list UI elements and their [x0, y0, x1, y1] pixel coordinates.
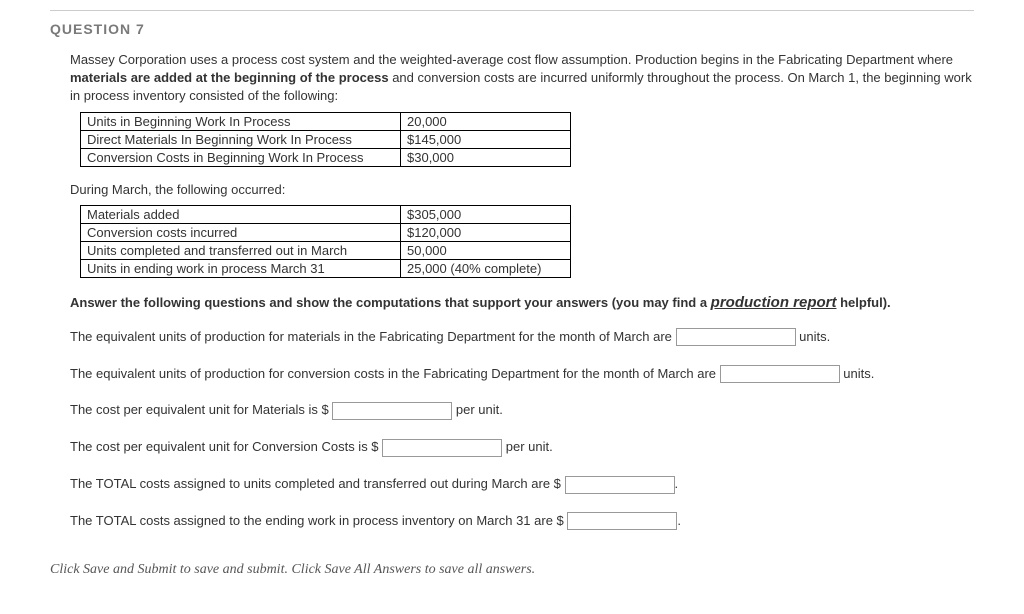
question-line-6: The TOTAL costs assigned to the ending w… [70, 511, 974, 532]
cell-value: 50,000 [401, 241, 571, 259]
intro-text-bold: materials are added at the beginning of … [70, 70, 389, 85]
intro-paragraph: Massey Corporation uses a process cost s… [70, 51, 974, 106]
question-line-1: The equivalent units of production for m… [70, 327, 974, 348]
table-row: Direct Materials In Beginning Work In Pr… [81, 130, 571, 148]
march-activity-table: Materials added $305,000 Conversion cost… [80, 205, 571, 278]
line-suffix: units. [796, 329, 831, 344]
question-title: QUESTION 7 [50, 21, 974, 37]
cell-label: Units in Beginning Work In Process [81, 112, 401, 130]
cell-value: $120,000 [401, 223, 571, 241]
table-row: Units in ending work in process March 31… [81, 259, 571, 277]
line-suffix: per unit. [502, 439, 553, 454]
line-suffix: units. [840, 366, 875, 381]
question-line-5: The TOTAL costs assigned to units comple… [70, 474, 974, 495]
cell-value: $30,000 [401, 148, 571, 166]
line-suffix: per unit. [452, 402, 503, 417]
line-text: The cost per equivalent unit for Convers… [70, 439, 382, 454]
cell-label: Units completed and transferred out in M… [81, 241, 401, 259]
total-transferred-input[interactable] [565, 476, 675, 494]
cell-value: 20,000 [401, 112, 571, 130]
footer-instructions: Click Save and Submit to save and submit… [50, 562, 974, 578]
cell-label: Materials added [81, 205, 401, 223]
conversion-eu-input[interactable] [720, 365, 840, 383]
question-line-2: The equivalent units of production for c… [70, 364, 974, 385]
line-text: The TOTAL costs assigned to the ending w… [70, 513, 567, 528]
answer-heading-pre: Answer the following questions and show … [70, 295, 711, 310]
materials-eu-input[interactable] [676, 328, 796, 346]
cell-label: Units in ending work in process March 31 [81, 259, 401, 277]
table-row: Materials added $305,000 [81, 205, 571, 223]
cell-value: $305,000 [401, 205, 571, 223]
table-row: Units in Beginning Work In Process 20,00… [81, 112, 571, 130]
question-line-4: The cost per equivalent unit for Convers… [70, 437, 974, 458]
intro-text-a: Massey Corporation uses a process cost s… [70, 52, 953, 67]
cell-label: Conversion Costs in Beginning Work In Pr… [81, 148, 401, 166]
line-text: The equivalent units of production for m… [70, 329, 676, 344]
table-row: Units completed and transferred out in M… [81, 241, 571, 259]
answer-heading: Answer the following questions and show … [70, 292, 974, 313]
beginning-wip-table: Units in Beginning Work In Process 20,00… [80, 112, 571, 167]
line-text: The equivalent units of production for c… [70, 366, 720, 381]
materials-cost-input[interactable] [332, 402, 452, 420]
answer-heading-post: helpful). [837, 295, 891, 310]
total-ending-wip-input[interactable] [567, 512, 677, 530]
line-suffix: . [677, 513, 681, 528]
cell-value: $145,000 [401, 130, 571, 148]
line-text: The TOTAL costs assigned to units comple… [70, 476, 565, 491]
line-suffix: . [675, 476, 679, 491]
line-text: The cost per equivalent unit for Materia… [70, 402, 332, 417]
question-line-3: The cost per equivalent unit for Materia… [70, 400, 974, 421]
mid-paragraph: During March, the following occurred: [70, 181, 974, 199]
cell-value: 25,000 (40% complete) [401, 259, 571, 277]
table-row: Conversion costs incurred $120,000 [81, 223, 571, 241]
production-report-link[interactable]: production report [711, 294, 837, 311]
cell-label: Direct Materials In Beginning Work In Pr… [81, 130, 401, 148]
cell-label: Conversion costs incurred [81, 223, 401, 241]
table-row: Conversion Costs in Beginning Work In Pr… [81, 148, 571, 166]
conversion-cost-input[interactable] [382, 439, 502, 457]
